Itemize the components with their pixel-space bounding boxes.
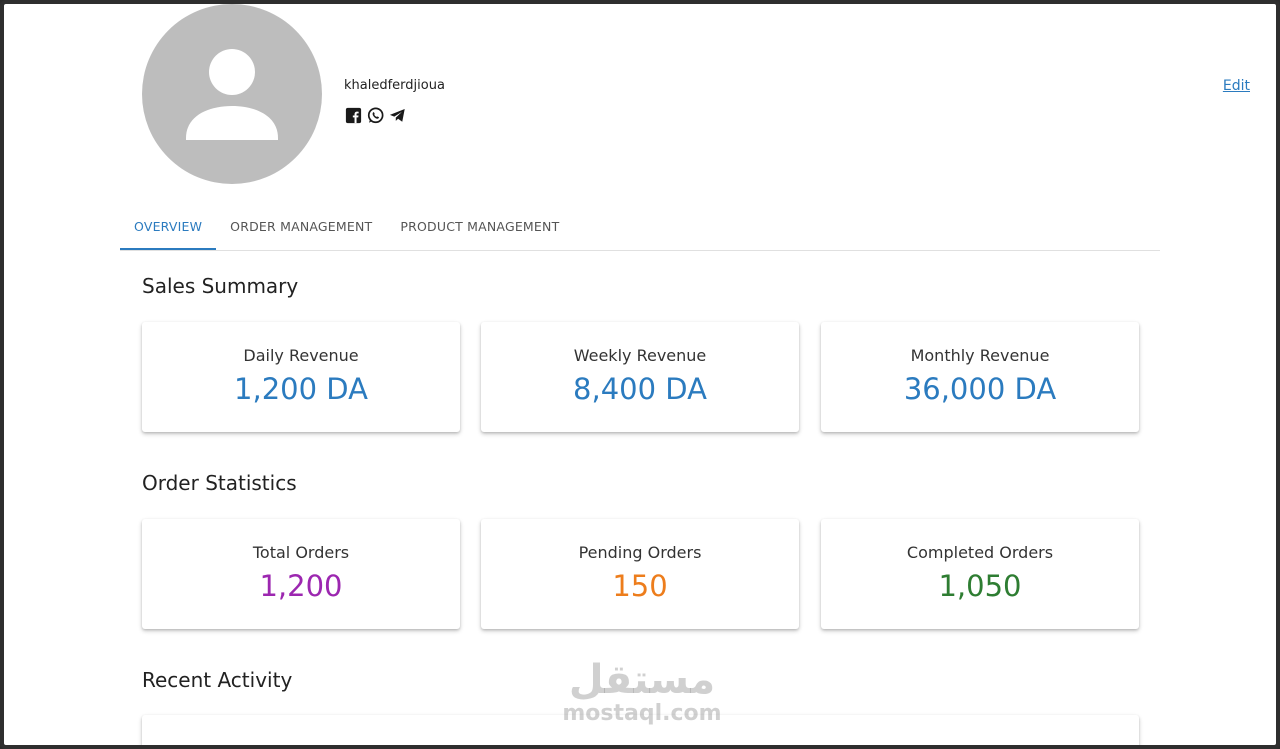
completed-orders-card: Completed Orders 1,050: [821, 519, 1139, 629]
card-label: Pending Orders: [578, 543, 702, 562]
card-value: 1,050: [938, 569, 1022, 603]
edit-link[interactable]: Edit: [1222, 78, 1250, 94]
avatar[interactable]: [142, 4, 322, 184]
watermark-arabic: مستقل: [568, 657, 716, 703]
whatsapp-icon[interactable]: [366, 106, 385, 125]
user-placeholder-icon: [186, 49, 278, 140]
sales-summary-title: Sales Summary: [142, 274, 299, 298]
card-label: Monthly Revenue: [910, 346, 1050, 365]
card-label: Weekly Revenue: [573, 346, 707, 365]
social-links: [344, 106, 407, 125]
card-value: 8,400 DA: [573, 372, 707, 406]
card-value: 150: [612, 569, 668, 603]
daily-revenue-card: Daily Revenue 1,200 DA: [142, 322, 460, 432]
order-statistics-title: Order Statistics: [142, 471, 297, 495]
tab-product-management[interactable]: PRODUCT MANAGEMENT: [400, 219, 560, 234]
pending-orders-card: Pending Orders 150: [481, 519, 799, 629]
monthly-revenue-card: Monthly Revenue 36,000 DA: [821, 322, 1139, 432]
card-label: Daily Revenue: [243, 346, 359, 365]
weekly-revenue-card: Weekly Revenue 8,400 DA: [481, 322, 799, 432]
watermark: مستقل mostaql.com: [562, 658, 722, 726]
card-value: 1,200 DA: [234, 372, 368, 406]
username: khaledferdjioua: [344, 78, 445, 93]
recent-activity-card: [142, 715, 1139, 745]
card-value: 36,000 DA: [903, 372, 1057, 406]
tab-order-management[interactable]: ORDER MANAGEMENT: [230, 219, 373, 234]
tab-bar: OVERVIEW ORDER MANAGEMENT PRODUCT MANAGE…: [120, 206, 1160, 251]
recent-activity-title: Recent Activity: [142, 668, 293, 692]
watermark-latin: mostaql.com: [562, 701, 722, 726]
card-label: Completed Orders: [906, 543, 1054, 562]
total-orders-card: Total Orders 1,200: [142, 519, 460, 629]
telegram-icon[interactable]: [388, 106, 407, 125]
card-value: 1,200: [259, 569, 343, 603]
card-label: Total Orders: [252, 543, 350, 562]
facebook-icon[interactable]: [344, 106, 363, 125]
tab-overview[interactable]: OVERVIEW: [120, 206, 217, 250]
